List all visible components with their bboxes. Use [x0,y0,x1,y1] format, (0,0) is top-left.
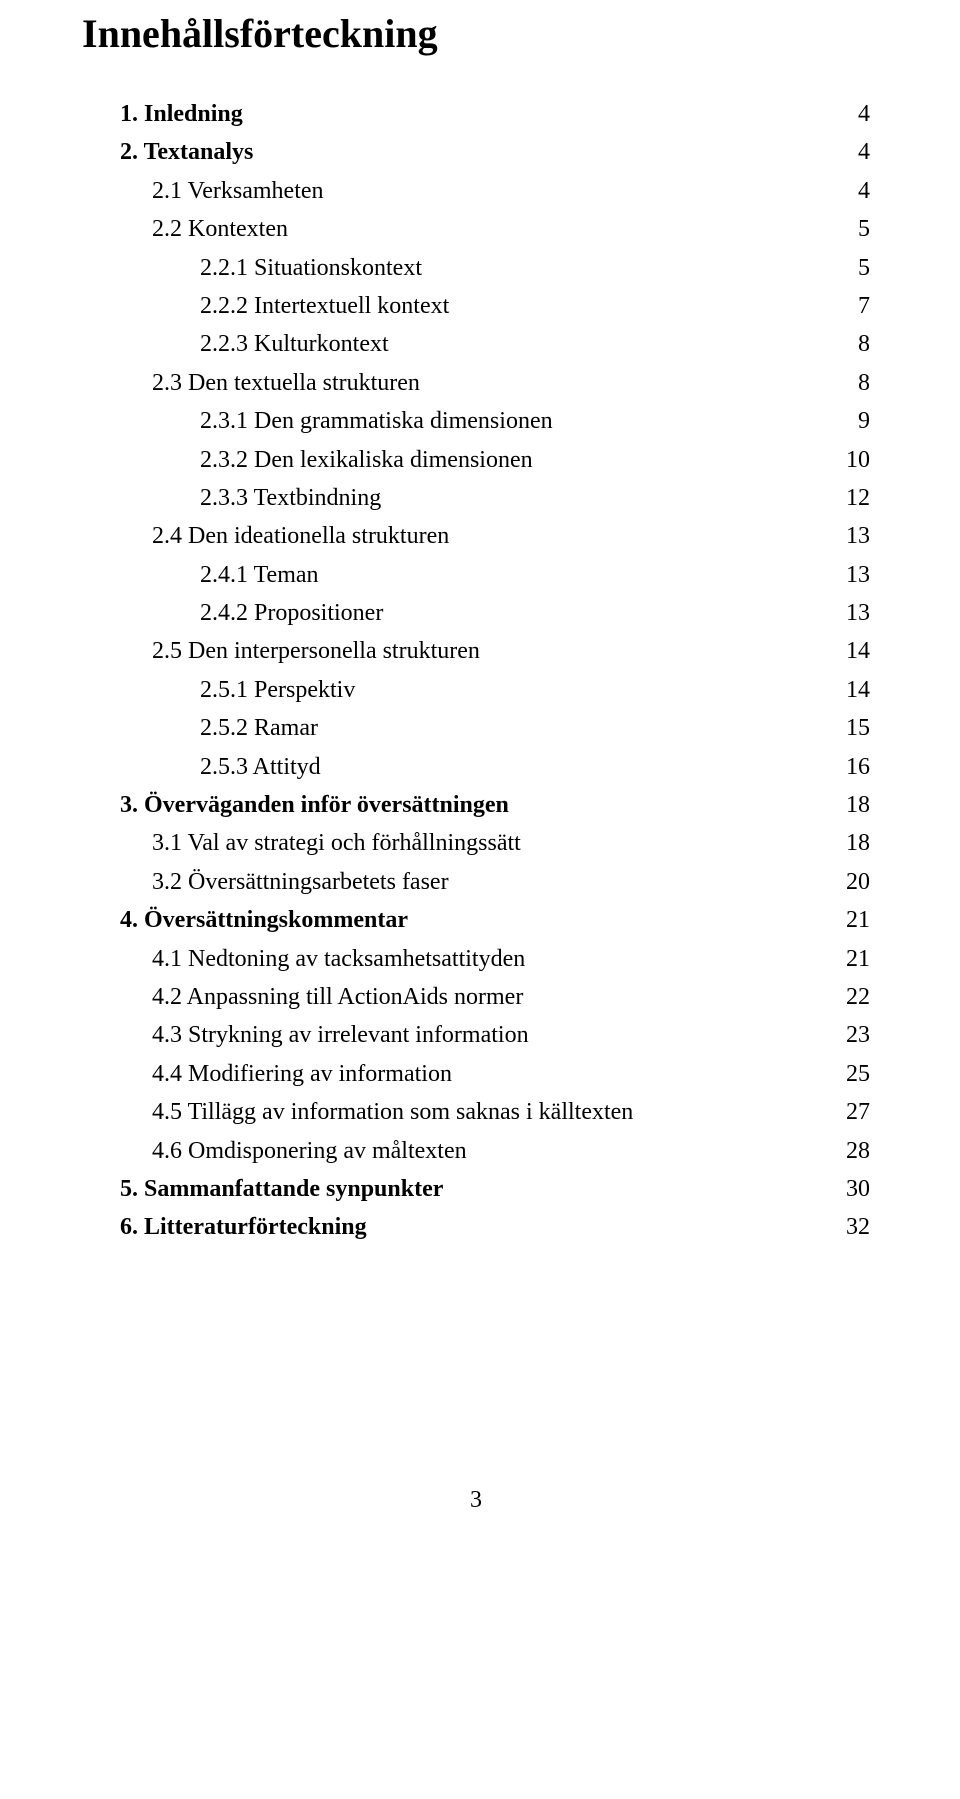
toc-row: 2.4.2 Propositioner 13 [82,594,870,632]
toc-entry-page: 13 [830,556,870,594]
toc-entry-label: 2.3.3 Textbindning [200,479,381,517]
toc-row: 2.5 Den interpersonella strukturen 14 [82,632,870,670]
page-number-footer: 3 [82,1487,870,1514]
toc-entry-page: 10 [830,441,870,479]
toc-row: 4.1 Nedtoning av tacksamhetsattityden 21 [82,940,870,978]
toc-row: 6. Litteraturförteckning 32 [82,1208,870,1246]
toc-row: 2.4.1 Teman 13 [82,556,870,594]
toc-row: 2.4 Den ideationella strukturen 13 [82,517,870,555]
toc-entry-label: 2. Textanalys [120,133,253,171]
toc-entry-page: 9 [830,402,870,440]
toc-entry-page: 8 [830,364,870,402]
toc-entry-page: 32 [830,1208,870,1246]
toc-entry-page: 13 [830,517,870,555]
toc-entry-page: 18 [830,824,870,862]
toc-row: 4.5 Tillägg av information som saknas i … [82,1093,870,1131]
toc-row: 2.2 Kontexten 5 [82,210,870,248]
toc-entry-label: 3. Överväganden inför översättningen [120,786,509,824]
toc-entry-page: 12 [830,479,870,517]
toc-entry-page: 4 [830,133,870,171]
toc-row: 3. Överväganden inför översättningen 18 [82,786,870,824]
toc-entry-label: 2.5.1 Perspektiv [200,671,355,709]
toc-entry-label: 2.2.1 Situationskontext [200,249,422,287]
toc-row: 2.1 Verksamheten 4 [82,172,870,210]
toc-entry-label: 2.4.1 Teman [200,556,319,594]
toc-entry-page: 13 [830,594,870,632]
toc-entry-label: 4.3 Strykning av irrelevant information [152,1016,529,1054]
toc-entry-label: 3.2 Översättningsarbetets faser [152,863,449,901]
toc-entry-label: 2.2 Kontexten [152,210,288,248]
toc-row: 2.5.2 Ramar 15 [82,709,870,747]
toc-row: 2.3.1 Den grammatiska dimensionen 9 [82,402,870,440]
toc-row: 4. Översättningskommentar 21 [82,901,870,939]
toc-entry-label: 2.4 Den ideationella strukturen [152,517,449,555]
toc-entry-page: 18 [830,786,870,824]
toc-row: 4.2 Anpassning till ActionAids normer 22 [82,978,870,1016]
toc-entry-label: 2.1 Verksamheten [152,172,324,210]
toc-row: 2.2.1 Situationskontext 5 [82,249,870,287]
toc-entry-page: 23 [830,1016,870,1054]
toc-row: 2. Textanalys 4 [82,133,870,171]
toc-row: 2.3 Den textuella strukturen 8 [82,364,870,402]
toc-entry-label: 2.3.1 Den grammatiska dimensionen [200,402,553,440]
toc-entry-page: 14 [830,632,870,670]
toc-list: 1. Inledning42. Textanalys42.1 Verksamhe… [82,95,870,1247]
toc-entry-label: 2.5.3 Attityd [200,748,321,786]
toc-row: 2.2.2 Intertextuell kontext 7 [82,287,870,325]
toc-entry-label: 6. Litteraturförteckning [120,1208,367,1246]
toc-row: 2.5.1 Perspektiv 14 [82,671,870,709]
toc-row: 2.5.3 Attityd 16 [82,748,870,786]
toc-entry-label: 2.5 Den interpersonella strukturen [152,632,480,670]
toc-row: 1. Inledning 4 [82,95,870,133]
toc-entry-page: 25 [830,1055,870,1093]
toc-entry-page: 5 [830,210,870,248]
toc-title: Innehållsförteckning [82,10,870,57]
toc-entry-label: 2.4.2 Propositioner [200,594,383,632]
toc-row: 4.4 Modifiering av information 25 [82,1055,870,1093]
toc-row: 2.2.3 Kulturkontext 8 [82,325,870,363]
toc-row: 3.1 Val av strategi och förhållningssätt… [82,824,870,862]
toc-entry-label: 4. Översättningskommentar [120,901,408,939]
toc-entry-page: 14 [830,671,870,709]
toc-entry-page: 5 [830,249,870,287]
toc-entry-page: 4 [830,172,870,210]
toc-entry-label: 3.1 Val av strategi och förhållningssätt [152,824,521,862]
toc-entry-label: 2.3.2 Den lexikaliska dimensionen [200,441,533,479]
toc-entry-label: 4.5 Tillägg av information som saknas i … [152,1093,633,1131]
toc-entry-page: 20 [830,863,870,901]
toc-entry-page: 7 [830,287,870,325]
toc-row: 5. Sammanfattande synpunkter 30 [82,1170,870,1208]
toc-entry-page: 15 [830,709,870,747]
toc-entry-label: 4.1 Nedtoning av tacksamhetsattityden [152,940,525,978]
toc-entry-label: 5. Sammanfattande synpunkter [120,1170,443,1208]
toc-entry-label: 2.2.2 Intertextuell kontext [200,287,449,325]
toc-entry-page: 22 [830,978,870,1016]
toc-entry-label: 4.2 Anpassning till ActionAids normer [152,978,523,1016]
toc-entry-page: 27 [830,1093,870,1131]
toc-row: 4.3 Strykning av irrelevant information 2… [82,1016,870,1054]
toc-entry-label: 4.4 Modifiering av information [152,1055,452,1093]
toc-entry-page: 21 [830,940,870,978]
toc-row: 3.2 Översättningsarbetets faser 20 [82,863,870,901]
toc-entry-label: 2.2.3 Kulturkontext [200,325,389,363]
toc-entry-label: 2.5.2 Ramar [200,709,318,747]
toc-row: 2.3.2 Den lexikaliska dimensionen 10 [82,441,870,479]
toc-row: 2.3.3 Textbindning 12 [82,479,870,517]
toc-entry-page: 28 [830,1132,870,1170]
toc-entry-page: 4 [830,95,870,133]
toc-entry-page: 8 [830,325,870,363]
toc-entry-label: 4.6 Omdisponering av måltexten [152,1132,467,1170]
toc-row: 4.6 Omdisponering av måltexten 28 [82,1132,870,1170]
toc-entry-page: 21 [830,901,870,939]
toc-entry-page: 30 [830,1170,870,1208]
toc-entry-label: 2.3 Den textuella strukturen [152,364,420,402]
toc-entry-page: 16 [830,748,870,786]
toc-entry-label: 1. Inledning [120,95,243,133]
